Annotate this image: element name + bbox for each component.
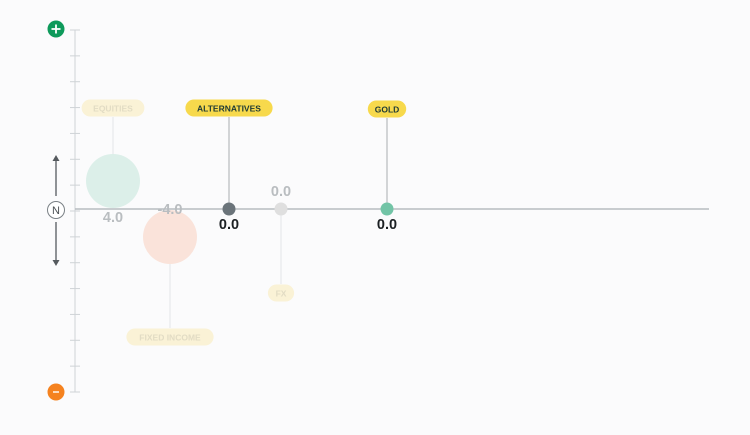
neutral-circle bbox=[47, 201, 65, 219]
negative-marker bbox=[47, 383, 65, 401]
point-fixed-income[interactable]: FIXED INCOME -4.0 bbox=[126, 202, 214, 346]
point-marker[interactable] bbox=[380, 202, 394, 216]
point-label-pill bbox=[367, 100, 407, 118]
axis-ticks bbox=[70, 29, 80, 393]
point-label-pill bbox=[126, 328, 214, 346]
point-value: 0.0 bbox=[271, 184, 291, 200]
point-label-pill bbox=[267, 284, 295, 302]
point-label-pill bbox=[185, 99, 273, 117]
point-marker[interactable] bbox=[143, 210, 197, 264]
plus-icon bbox=[51, 24, 61, 34]
point-label: FIXED INCOME bbox=[139, 333, 201, 343]
point-marker[interactable] bbox=[274, 202, 288, 216]
point-label: GOLD bbox=[375, 105, 400, 115]
positive-marker bbox=[47, 20, 65, 38]
point-label: EQUITIES bbox=[93, 104, 133, 114]
point-value: 0.0 bbox=[377, 217, 397, 233]
point-fx[interactable]: FX 0.0 bbox=[267, 184, 295, 302]
up-arrow-head bbox=[52, 155, 60, 161]
neutral-label: N bbox=[52, 205, 60, 217]
point-marker[interactable] bbox=[222, 202, 236, 216]
point-alternatives[interactable]: ALTERNATIVES 0.0 bbox=[185, 99, 273, 234]
point-value: -4.0 bbox=[158, 202, 183, 218]
point-label-pill bbox=[81, 99, 145, 117]
down-arrow-head bbox=[52, 260, 60, 266]
data-points: EQUITIES 4.0 FIXED INCOME -4.0 ALTERNATIVES 0… bbox=[81, 99, 407, 346]
point-label: ALTERNATIVES bbox=[197, 104, 261, 114]
point-marker[interactable] bbox=[86, 154, 140, 208]
point-value: 0.0 bbox=[219, 217, 239, 233]
point-equities[interactable]: EQUITIES 4.0 bbox=[81, 99, 145, 227]
point-value: 4.0 bbox=[103, 210, 123, 226]
point-gold[interactable]: GOLD 0.0 bbox=[367, 100, 407, 234]
point-label: FX bbox=[276, 289, 287, 299]
neutral-indicator: N bbox=[47, 155, 65, 266]
